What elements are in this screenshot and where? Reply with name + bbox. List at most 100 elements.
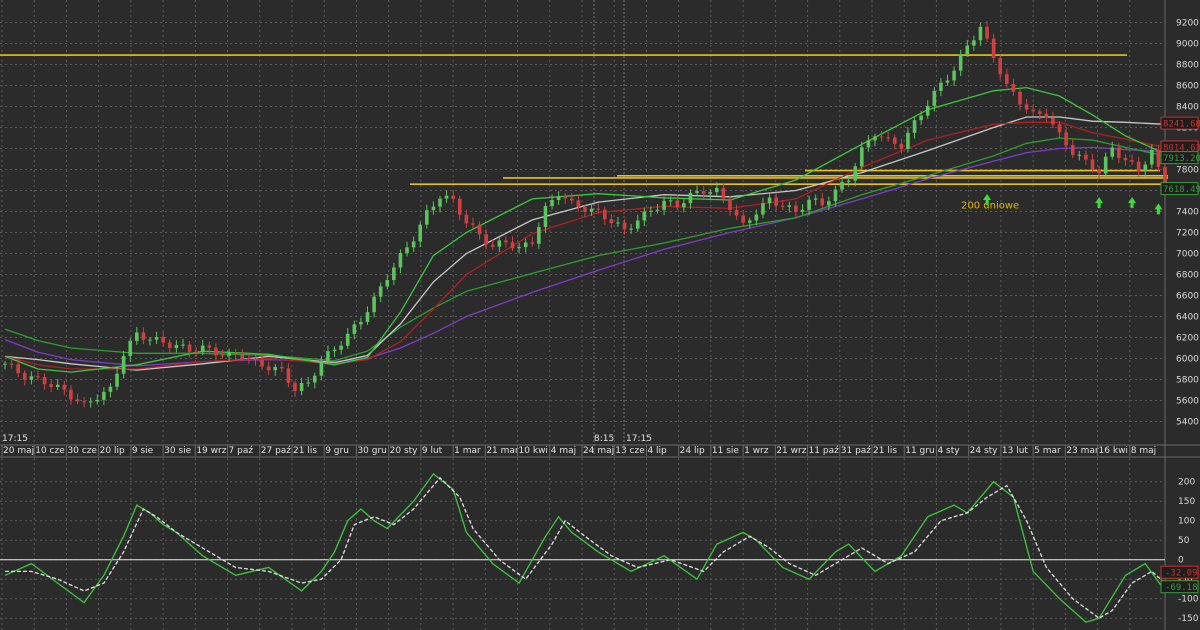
candle-body <box>227 352 231 356</box>
candle-body <box>319 360 324 376</box>
candle-body <box>108 386 113 392</box>
candle-body <box>214 347 218 356</box>
candle-body <box>840 181 844 190</box>
candle-body <box>359 322 363 325</box>
oscillator-signal-line <box>5 476 1166 619</box>
candle-body <box>629 228 633 230</box>
candle-body <box>860 147 864 167</box>
candle-body <box>543 206 548 228</box>
price-label-text: 7913.20 <box>1163 154 1200 164</box>
oscillator-axis-tick: 50 <box>1178 536 1190 546</box>
candle-body <box>695 191 699 193</box>
candle-body <box>1044 113 1049 118</box>
candle-body <box>62 384 67 390</box>
oscillator-axis-tick: -100 <box>1178 595 1199 605</box>
candle-body <box>609 219 614 224</box>
candle-body <box>1084 154 1088 160</box>
oscillator-axis-tick: 100 <box>1178 517 1195 527</box>
candle-body <box>69 389 73 400</box>
candle-body <box>780 205 785 207</box>
candle-body <box>688 192 693 204</box>
arrow-up-marker-icon <box>1154 203 1163 215</box>
candle-body <box>1031 109 1035 112</box>
candle-body <box>88 401 93 403</box>
candle-body <box>293 382 297 392</box>
candle-body <box>3 363 7 365</box>
candle-body <box>490 244 495 247</box>
candle-body <box>1136 161 1141 172</box>
date-axis-tick: 7 paź <box>229 446 254 456</box>
time-label: 17:15 <box>626 434 652 444</box>
price-axis-tick: 7200 <box>1176 229 1199 239</box>
candle-body <box>161 337 165 343</box>
candle-body <box>82 401 86 403</box>
candle-body <box>392 267 396 281</box>
date-axis-tick: 11 sie <box>712 446 740 456</box>
candle-body <box>260 360 264 367</box>
candle-body <box>682 203 686 208</box>
date-axis-tick: 21 lis <box>293 446 317 456</box>
candle-body <box>563 196 568 199</box>
date-axis-tick: 9 sie <box>132 446 154 456</box>
date-axis-tick: 19 wrz <box>196 446 226 456</box>
candle-body <box>602 209 607 220</box>
candle-body <box>939 82 943 91</box>
candle-body <box>1150 149 1154 165</box>
candle-body <box>655 209 660 211</box>
date-axis-tick: 23 mar <box>1066 446 1099 456</box>
candle-body <box>754 214 759 221</box>
candle-body <box>1011 83 1016 92</box>
candle-body <box>174 345 179 348</box>
oscillator-axis-tick: 0 <box>1178 556 1184 566</box>
candle-body <box>29 376 34 380</box>
candle-body <box>207 345 212 348</box>
candle-body <box>734 209 739 216</box>
candle-body <box>247 357 251 359</box>
candle-body <box>761 203 765 215</box>
candle-body <box>596 208 600 210</box>
candle-body <box>16 364 20 374</box>
candle-body <box>985 26 989 39</box>
candle-body <box>42 376 47 385</box>
candle-body <box>95 399 100 402</box>
date-axis-tick: 10 cze <box>35 446 65 456</box>
price-label-box <box>1160 151 1199 165</box>
candle-body <box>1018 91 1022 105</box>
candle-body <box>405 247 409 253</box>
price-axis-tick: 7800 <box>1176 166 1199 176</box>
candle-body <box>767 197 772 204</box>
candle-body <box>378 286 383 297</box>
candle-body <box>1163 167 1167 191</box>
candle-body <box>1070 145 1075 155</box>
candle-body <box>128 340 133 356</box>
candle-body <box>800 209 805 212</box>
candle-body <box>523 242 528 248</box>
candle-body <box>721 187 726 199</box>
price-label-text: 8241.68 <box>1163 120 1200 130</box>
price-label-box <box>1160 182 1199 196</box>
price-axis-tick: 6000 <box>1176 355 1199 365</box>
candle-body <box>642 211 647 221</box>
candle-body <box>477 224 482 235</box>
candle-body <box>266 366 271 371</box>
price-axis-tick: 5800 <box>1176 376 1199 386</box>
candle-body <box>398 252 403 268</box>
oscillator-value-text: -69.18 <box>1165 583 1198 593</box>
arrow-up-marker-icon <box>1128 197 1137 209</box>
candle-body <box>813 198 818 200</box>
candle-body <box>846 180 851 182</box>
candle-body <box>385 280 390 287</box>
candle-body <box>55 384 60 388</box>
candle-body <box>312 375 317 383</box>
candle-body <box>925 105 930 116</box>
candle-body <box>457 198 462 215</box>
candle-body <box>49 384 53 388</box>
candle-body <box>965 45 970 55</box>
candle-body <box>484 234 488 245</box>
candle-body <box>200 345 205 353</box>
price-axis-tick: 6600 <box>1176 292 1199 302</box>
candle-body <box>912 120 917 133</box>
candle-body <box>873 136 877 141</box>
candle-body <box>978 26 983 41</box>
